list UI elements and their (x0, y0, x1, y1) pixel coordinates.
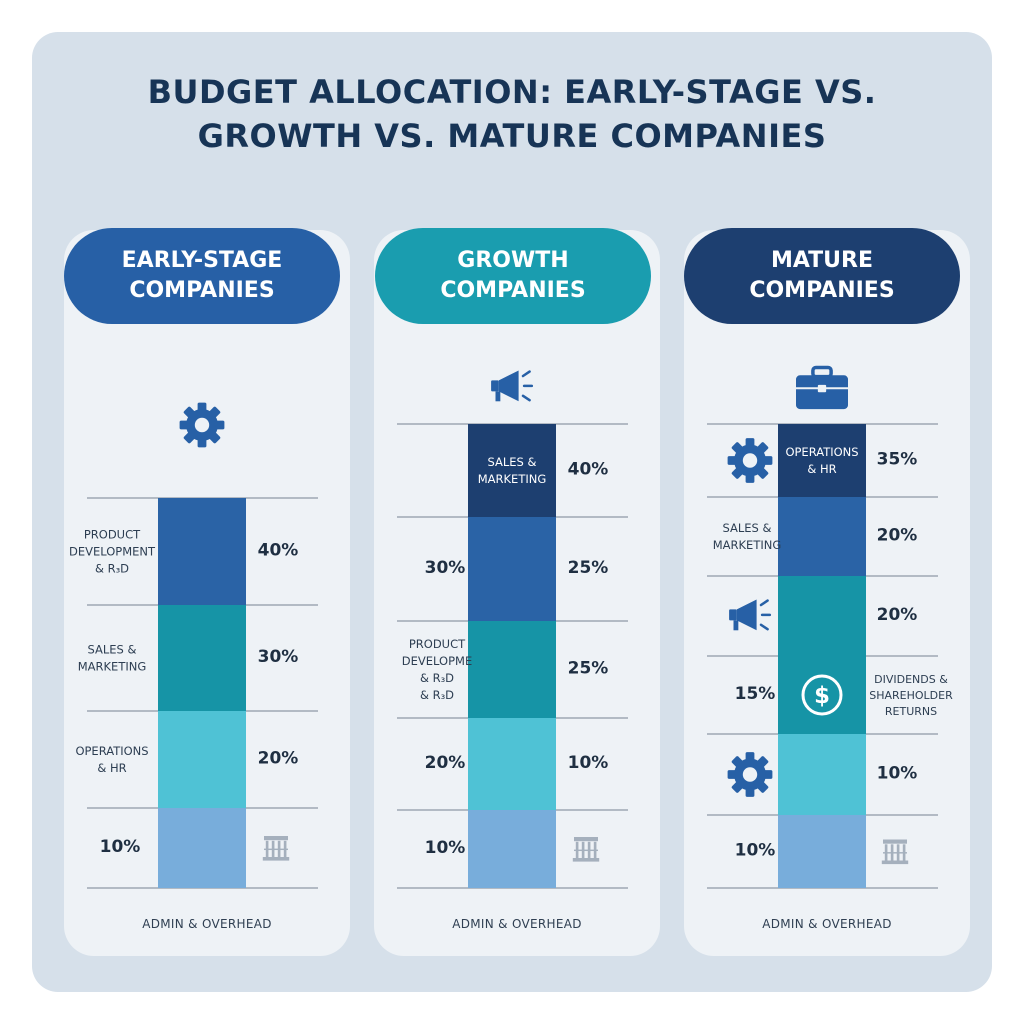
early-stage-gear-icon (179, 402, 225, 448)
early-stage-segment-label: OPERATIONS & HR (75, 744, 148, 775)
growth-footer: ADMIN & OVERHEAD (452, 917, 582, 931)
growth-value-label: 25% (568, 558, 609, 578)
mature-briefcase-icon (796, 365, 848, 410)
growth-segment-label: PRODUCT DEVELOPME & R₃D & R₃D (402, 637, 472, 702)
mature-left-value: 10% (735, 841, 776, 861)
growth-left-value: 30% (425, 558, 466, 578)
mature-value-label: 35% (877, 450, 918, 470)
early-stage-value-label: 40% (258, 541, 299, 561)
growth-value-label: 10% (568, 753, 609, 773)
growth-header-line-1: GROWTH (457, 248, 569, 273)
early-stage-header: EARLY-STAGE COMPANIES (64, 228, 340, 324)
mature-bar-segment (778, 576, 866, 656)
early-stage-segment-label: SALES & MARKETING (78, 643, 147, 674)
early-stage-header-line-1: EARLY-STAGE (121, 248, 283, 273)
title-line-2: GROWTH VS. MATURE COMPANIES (197, 117, 827, 155)
mature-header-line-1: MATURE (770, 248, 874, 273)
early-stage-footer: ADMIN & OVERHEAD (142, 917, 272, 931)
mature-gear-icon (727, 438, 773, 483)
growth-bar-segment (468, 621, 556, 718)
growth-left-value: 20% (425, 753, 466, 773)
growth-left-value: 10% (425, 838, 466, 858)
growth-segment-inner-label: SALES & MARKETING (478, 455, 547, 486)
mature-header: MATURE COMPANIES (684, 228, 960, 324)
mature-gear-icon (727, 752, 773, 797)
mature-bar-segment (778, 424, 866, 497)
growth-bar-segment (468, 718, 556, 810)
early-stage-value-label: 30% (258, 647, 299, 667)
growth-header: GROWTH COMPANIES (375, 228, 651, 324)
growth-megaphone-icon (491, 370, 534, 402)
growth-bar-segment (468, 424, 556, 517)
early-stage-segment-label: PRODUCT DEVELOPMENT & R₃D (69, 528, 156, 576)
early-stage-bar-segment (158, 711, 246, 808)
mature-left-value: 15% (735, 684, 776, 704)
mature-value-label: 10% (877, 764, 918, 784)
growth-value-label: 25% (568, 659, 609, 679)
title-line-1: BUDGET ALLOCATION: EARLY-STAGE VS. (147, 73, 877, 111)
mature-dollar-icon: $ (801, 674, 843, 716)
early-stage-bar-segment (158, 808, 246, 888)
chart-title: BUDGET ALLOCATION: EARLY-STAGE VS. GROWT… (0, 70, 1024, 158)
mature-building-icon (881, 839, 909, 865)
growth-bar-segment (468, 517, 556, 621)
growth-header-line-2: COMPANIES (440, 278, 586, 303)
mature-header-line-2: COMPANIES (749, 278, 895, 303)
early-stage-header-line-2: COMPANIES (129, 278, 275, 303)
mature-value-label: 20% (877, 526, 918, 546)
mature-segment-label: SALES & MARKETING (713, 521, 782, 552)
growth-value-label: 40% (568, 460, 609, 480)
early-stage-building-icon (262, 836, 290, 861)
mature-bar-segment (778, 734, 866, 815)
early-stage-value-label: 20% (258, 749, 299, 769)
svg-text:$: $ (814, 683, 830, 709)
mature-segment-inner-label: OPERATIONS & HR (785, 445, 858, 476)
mature-value-label: 20% (877, 605, 918, 625)
early-stage-bar-segment (158, 498, 246, 605)
mature-bar-segment (778, 815, 866, 888)
early-stage-bar-segment (158, 605, 246, 711)
mature-bar-segment (778, 656, 866, 734)
growth-bar-segment (468, 810, 556, 888)
early-stage-left-value: 10% (100, 837, 141, 857)
mature-footer: ADMIN & OVERHEAD (762, 917, 892, 931)
mature-megaphone-icon (729, 599, 772, 631)
growth-building-icon (572, 837, 600, 862)
mature-bar-segment (778, 497, 866, 576)
mature-segment-right-label: DIVIDENDS & SHAREHOLDER RETURNS (869, 673, 953, 718)
